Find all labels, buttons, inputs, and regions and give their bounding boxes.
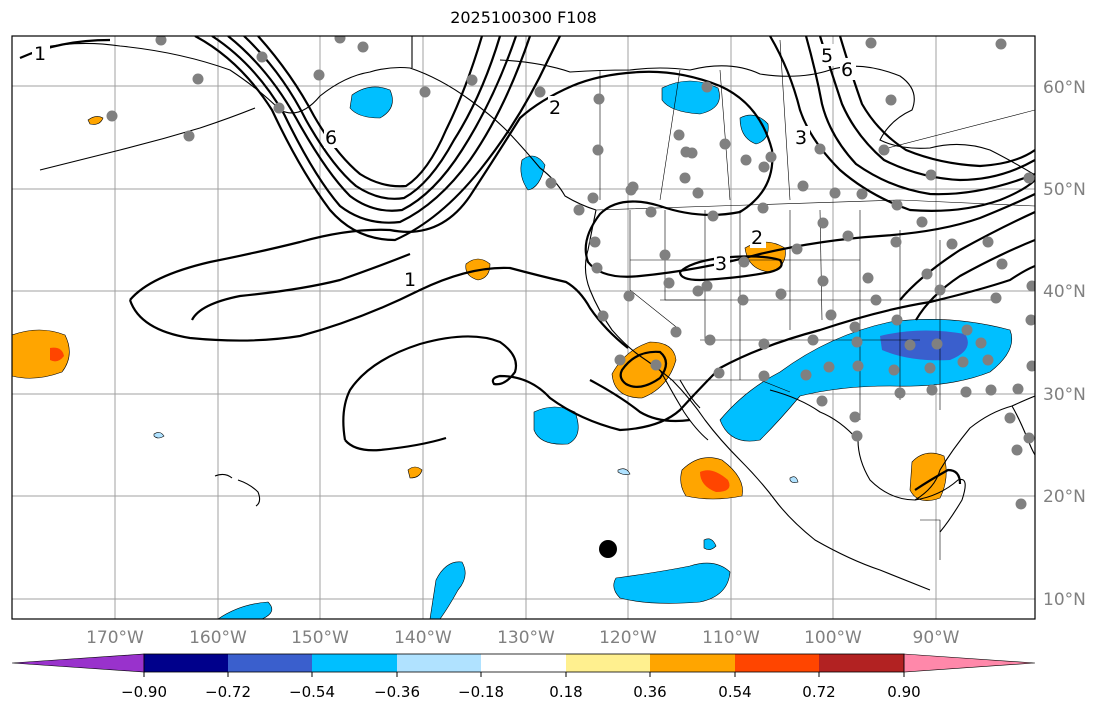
colorbar-segment <box>144 654 228 672</box>
contour-line <box>191 252 411 321</box>
anomaly-moderate-negative-region <box>880 330 968 361</box>
storm-marker <box>599 540 617 558</box>
contour-label: 1 <box>34 43 46 65</box>
contour-label: 3 <box>795 127 807 149</box>
anomaly-negative-region <box>703 538 717 550</box>
lon-label: 110°W <box>702 628 760 648</box>
colorbar-segment <box>11 653 145 673</box>
contour-line <box>589 379 691 423</box>
contour-line <box>227 36 518 212</box>
figure-title: 2025100300 F108 <box>450 8 597 27</box>
lon-label: 170°W <box>86 628 144 648</box>
contour-line <box>838 36 1035 168</box>
colorbar-tick-label: −0.72 <box>205 683 251 701</box>
colorbar-tick-label: 0.54 <box>718 683 751 701</box>
lat-label: 60°N <box>1043 78 1086 98</box>
lat-label: 40°N <box>1043 282 1086 302</box>
lon-label: 100°W <box>804 628 862 648</box>
colorbar-segment <box>397 654 481 672</box>
lon-label: 150°W <box>291 628 349 648</box>
contour-label: 2 <box>751 227 763 249</box>
lon-label: 160°W <box>189 628 247 648</box>
lat-label: 50°N <box>1043 180 1086 200</box>
longitude-labels: 170°W 160°W 150°W 140°W 130°W 120°W 110°… <box>86 628 960 648</box>
anomaly-negative-region <box>349 86 393 119</box>
contour-label: 6 <box>841 59 853 81</box>
colorbar-tick-label: 0.36 <box>633 683 666 701</box>
anomaly-positive-region <box>909 452 947 501</box>
station-markers <box>106 36 1035 510</box>
anomaly-strong-positive-region <box>50 347 64 362</box>
contour-label: 5 <box>821 45 833 67</box>
colorbar-segment <box>650 654 735 672</box>
latitude-labels: 60°N 50°N 40°N 30°N 20°N 10°N <box>1043 78 1086 610</box>
anomaly-negative-region <box>217 601 273 619</box>
aleutian-chain <box>39 107 256 171</box>
contour-line <box>914 468 962 491</box>
colorbar: −0.90 −0.72 −0.54 −0.36 −0.18 0.18 0.36 … <box>11 653 1036 701</box>
contour-label: 6 <box>325 127 337 149</box>
contour-line <box>211 36 532 224</box>
colorbar-segment <box>228 654 312 672</box>
anomaly-strong-positive-region <box>700 470 730 492</box>
colorbar-segment <box>735 654 819 672</box>
contour-line <box>342 264 1035 441</box>
lat-label: 30°N <box>1043 385 1086 405</box>
anomaly-negative-region <box>613 562 731 604</box>
colorbar-segment <box>312 654 397 672</box>
lon-label: 130°W <box>497 628 555 648</box>
colorbar-segment <box>566 654 650 672</box>
lat-label: 10°N <box>1043 590 1086 610</box>
anomaly-weak-negative-region <box>789 476 799 483</box>
anomaly-positive-region <box>12 329 70 379</box>
contour-label: 3 <box>715 253 727 275</box>
anomaly-weak-negative-region <box>617 468 631 475</box>
colorbar-tick-label: −0.36 <box>374 683 420 701</box>
colorbar-tick-label: −0.54 <box>289 683 335 701</box>
contour-label: 2 <box>549 97 561 119</box>
contour-line <box>899 210 1035 301</box>
contour-line <box>128 266 629 349</box>
baja-california <box>659 369 709 441</box>
colorbar-segment <box>819 654 904 672</box>
contour-line <box>257 36 484 188</box>
hawaii-islands <box>214 473 261 507</box>
contour-line <box>129 70 1035 301</box>
anomaly-negative-region <box>520 155 546 191</box>
contour-line <box>769 36 1035 212</box>
map-frame <box>11 35 1036 620</box>
contour-line <box>818 36 1035 182</box>
gridlines <box>12 36 1035 619</box>
lat-label: 20°N <box>1043 487 1086 507</box>
colorbar-tick-label: 0.90 <box>887 683 920 701</box>
alaska-coast <box>39 42 597 211</box>
colorbar-segment <box>481 654 566 672</box>
west-coast <box>584 209 931 591</box>
anomaly-positive-region <box>407 466 423 479</box>
lon-label: 90°W <box>913 628 960 648</box>
colorbar-tick-label: 0.72 <box>802 683 835 701</box>
anomaly-positive-region <box>87 116 104 125</box>
colorbar-tick-label: 0.18 <box>549 683 582 701</box>
lon-label: 120°W <box>599 628 657 648</box>
contour-line <box>619 350 668 389</box>
contour-labels: 1 2 6 1 2 3 3 5 6 <box>32 42 856 291</box>
colorbar-segment <box>903 653 1036 673</box>
colorbar-tick-label: −0.18 <box>458 683 504 701</box>
colorbar-tick-label: −0.90 <box>121 683 167 701</box>
contour-line <box>804 36 1035 196</box>
contour-line <box>194 36 561 242</box>
contour-label: 1 <box>404 269 416 291</box>
contour-line <box>915 238 1035 321</box>
anomaly-negative-region <box>429 561 466 619</box>
contour-line <box>344 436 447 452</box>
anomaly-negative-region <box>533 406 579 445</box>
contour-line <box>243 36 502 200</box>
yucatan-coast <box>914 478 966 533</box>
contour-line <box>19 38 111 60</box>
lon-label: 140°W <box>394 628 452 648</box>
anomaly-weak-negative-region <box>153 432 165 439</box>
